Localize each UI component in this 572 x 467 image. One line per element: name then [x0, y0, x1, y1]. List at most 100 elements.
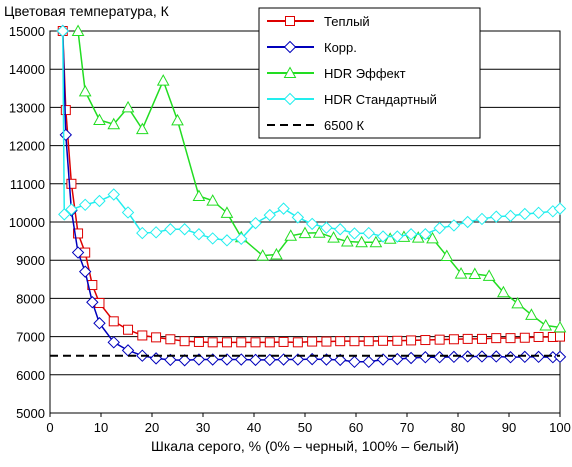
data-point [284, 229, 298, 241]
data-point [93, 113, 106, 126]
data-point [447, 350, 461, 364]
data-point [497, 285, 510, 298]
x-tick-label: 100 [549, 420, 571, 435]
data-point [107, 336, 120, 349]
data-point [392, 335, 403, 346]
data-point [73, 228, 84, 239]
data-point [468, 267, 482, 279]
data-point [532, 206, 545, 220]
data-point [236, 337, 247, 348]
legend-label: Корр. [324, 40, 357, 55]
data-point [419, 351, 432, 364]
data-point [376, 353, 390, 366]
data-point [490, 210, 503, 223]
legend-item: Теплый [267, 14, 370, 29]
data-point [220, 234, 234, 247]
data-point [59, 128, 73, 142]
data-point [78, 84, 92, 97]
series-line [77, 31, 560, 329]
y-tick-label: 6000 [16, 368, 45, 383]
y-axis-title: Цветовая температура, К [4, 3, 170, 19]
data-point [256, 249, 270, 261]
data-point [448, 334, 459, 345]
data-point [235, 353, 248, 366]
data-point [192, 189, 206, 202]
data-point [291, 211, 305, 224]
data-point [433, 351, 446, 364]
data-point [340, 234, 354, 247]
data-point [504, 351, 517, 364]
data-point [355, 235, 368, 248]
legend-label: HDR Стандартный [324, 92, 437, 107]
y-tick-label: 7000 [16, 330, 45, 345]
legend-label: Теплый [324, 14, 370, 29]
data-point [348, 227, 361, 240]
data-point [156, 74, 170, 86]
data-point [164, 223, 177, 236]
data-point [348, 355, 361, 369]
data-point [149, 226, 163, 239]
data-point [454, 267, 468, 279]
data-point [298, 226, 312, 239]
x-tick-label: 30 [196, 420, 210, 435]
data-point [378, 335, 389, 346]
data-point [206, 232, 219, 245]
series-HDR Стандартный [56, 24, 567, 247]
data-point [121, 100, 135, 113]
x-tick-label: 40 [247, 420, 261, 435]
data-point [533, 331, 544, 342]
data-point [108, 316, 119, 327]
data-point [264, 337, 275, 348]
y-tick-label: 14000 [9, 62, 45, 77]
data-point [66, 178, 77, 189]
data-point [333, 353, 347, 367]
data-point [107, 117, 121, 130]
data-point [249, 216, 262, 230]
data-point [491, 333, 502, 344]
data-point [476, 333, 487, 344]
data-point [291, 353, 305, 366]
data-point [283, 92, 297, 106]
data-point [518, 207, 532, 221]
data-point [553, 202, 567, 215]
data-point [263, 353, 277, 367]
data-point [434, 334, 445, 345]
data-point [404, 351, 418, 365]
y-tick-label: 11000 [10, 177, 45, 192]
x-tick-label: 90 [502, 420, 516, 435]
data-point [121, 206, 135, 219]
x-tick-label: 70 [400, 420, 414, 435]
series-line [62, 31, 560, 344]
data-point [321, 336, 332, 347]
data-point [369, 235, 383, 248]
data-point [263, 208, 277, 222]
data-point [121, 344, 135, 357]
data-point [71, 24, 85, 36]
data-point [206, 194, 220, 206]
data-point [426, 231, 439, 244]
data-point [461, 215, 474, 229]
data-point [553, 320, 567, 333]
data-point [285, 16, 295, 26]
data-point [171, 113, 184, 126]
data-point [440, 249, 454, 261]
data-point [505, 333, 516, 344]
data-point [221, 337, 232, 348]
data-point [475, 212, 489, 226]
data-point [235, 232, 248, 246]
data-point [333, 223, 347, 236]
data-point [56, 24, 69, 38]
series-line [62, 31, 560, 363]
data-point [363, 336, 374, 347]
data-point [519, 332, 530, 343]
data-point [406, 335, 417, 346]
series-Теплый [57, 26, 565, 348]
data-point [518, 350, 532, 364]
data-point [178, 223, 191, 236]
data-point [335, 336, 346, 347]
y-tick-label: 15000 [9, 24, 45, 39]
data-point [71, 246, 85, 259]
data-point [419, 228, 432, 241]
legend-item: HDR Стандартный [267, 92, 437, 107]
